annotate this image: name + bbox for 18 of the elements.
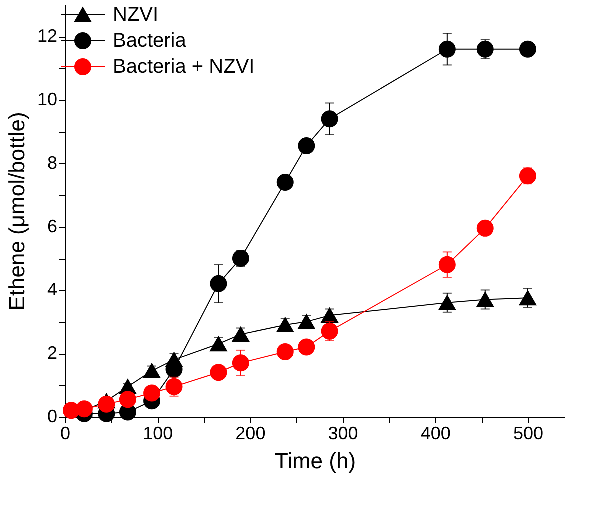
y-tick-label: 0 — [47, 406, 58, 426]
x-axis-title: Time (h) — [274, 448, 356, 474]
y-tick-label: 2 — [47, 343, 58, 364]
legend-label: Bacteria + NZVI — [113, 56, 255, 78]
x-tick-label: 500 — [513, 424, 544, 444]
y-tick-label: 10 — [37, 90, 58, 110]
x-tick-label: 100 — [143, 424, 174, 444]
y-axis-title: Ethene (μmol/bottle) — [4, 112, 30, 311]
x-tick-label: 400 — [420, 424, 451, 444]
y-tick-label: 6 — [47, 216, 58, 236]
legend-label: Bacteria — [113, 30, 188, 52]
x-tick-label: 0 — [60, 424, 71, 444]
x-tick-label: 300 — [328, 424, 358, 444]
y-tick-label: 12 — [37, 26, 58, 46]
x-tick-label: 200 — [236, 424, 266, 444]
legend-label: NZVI — [113, 4, 159, 26]
y-tick-label: 8 — [47, 152, 58, 173]
y-tick-label: 4 — [47, 280, 58, 300]
